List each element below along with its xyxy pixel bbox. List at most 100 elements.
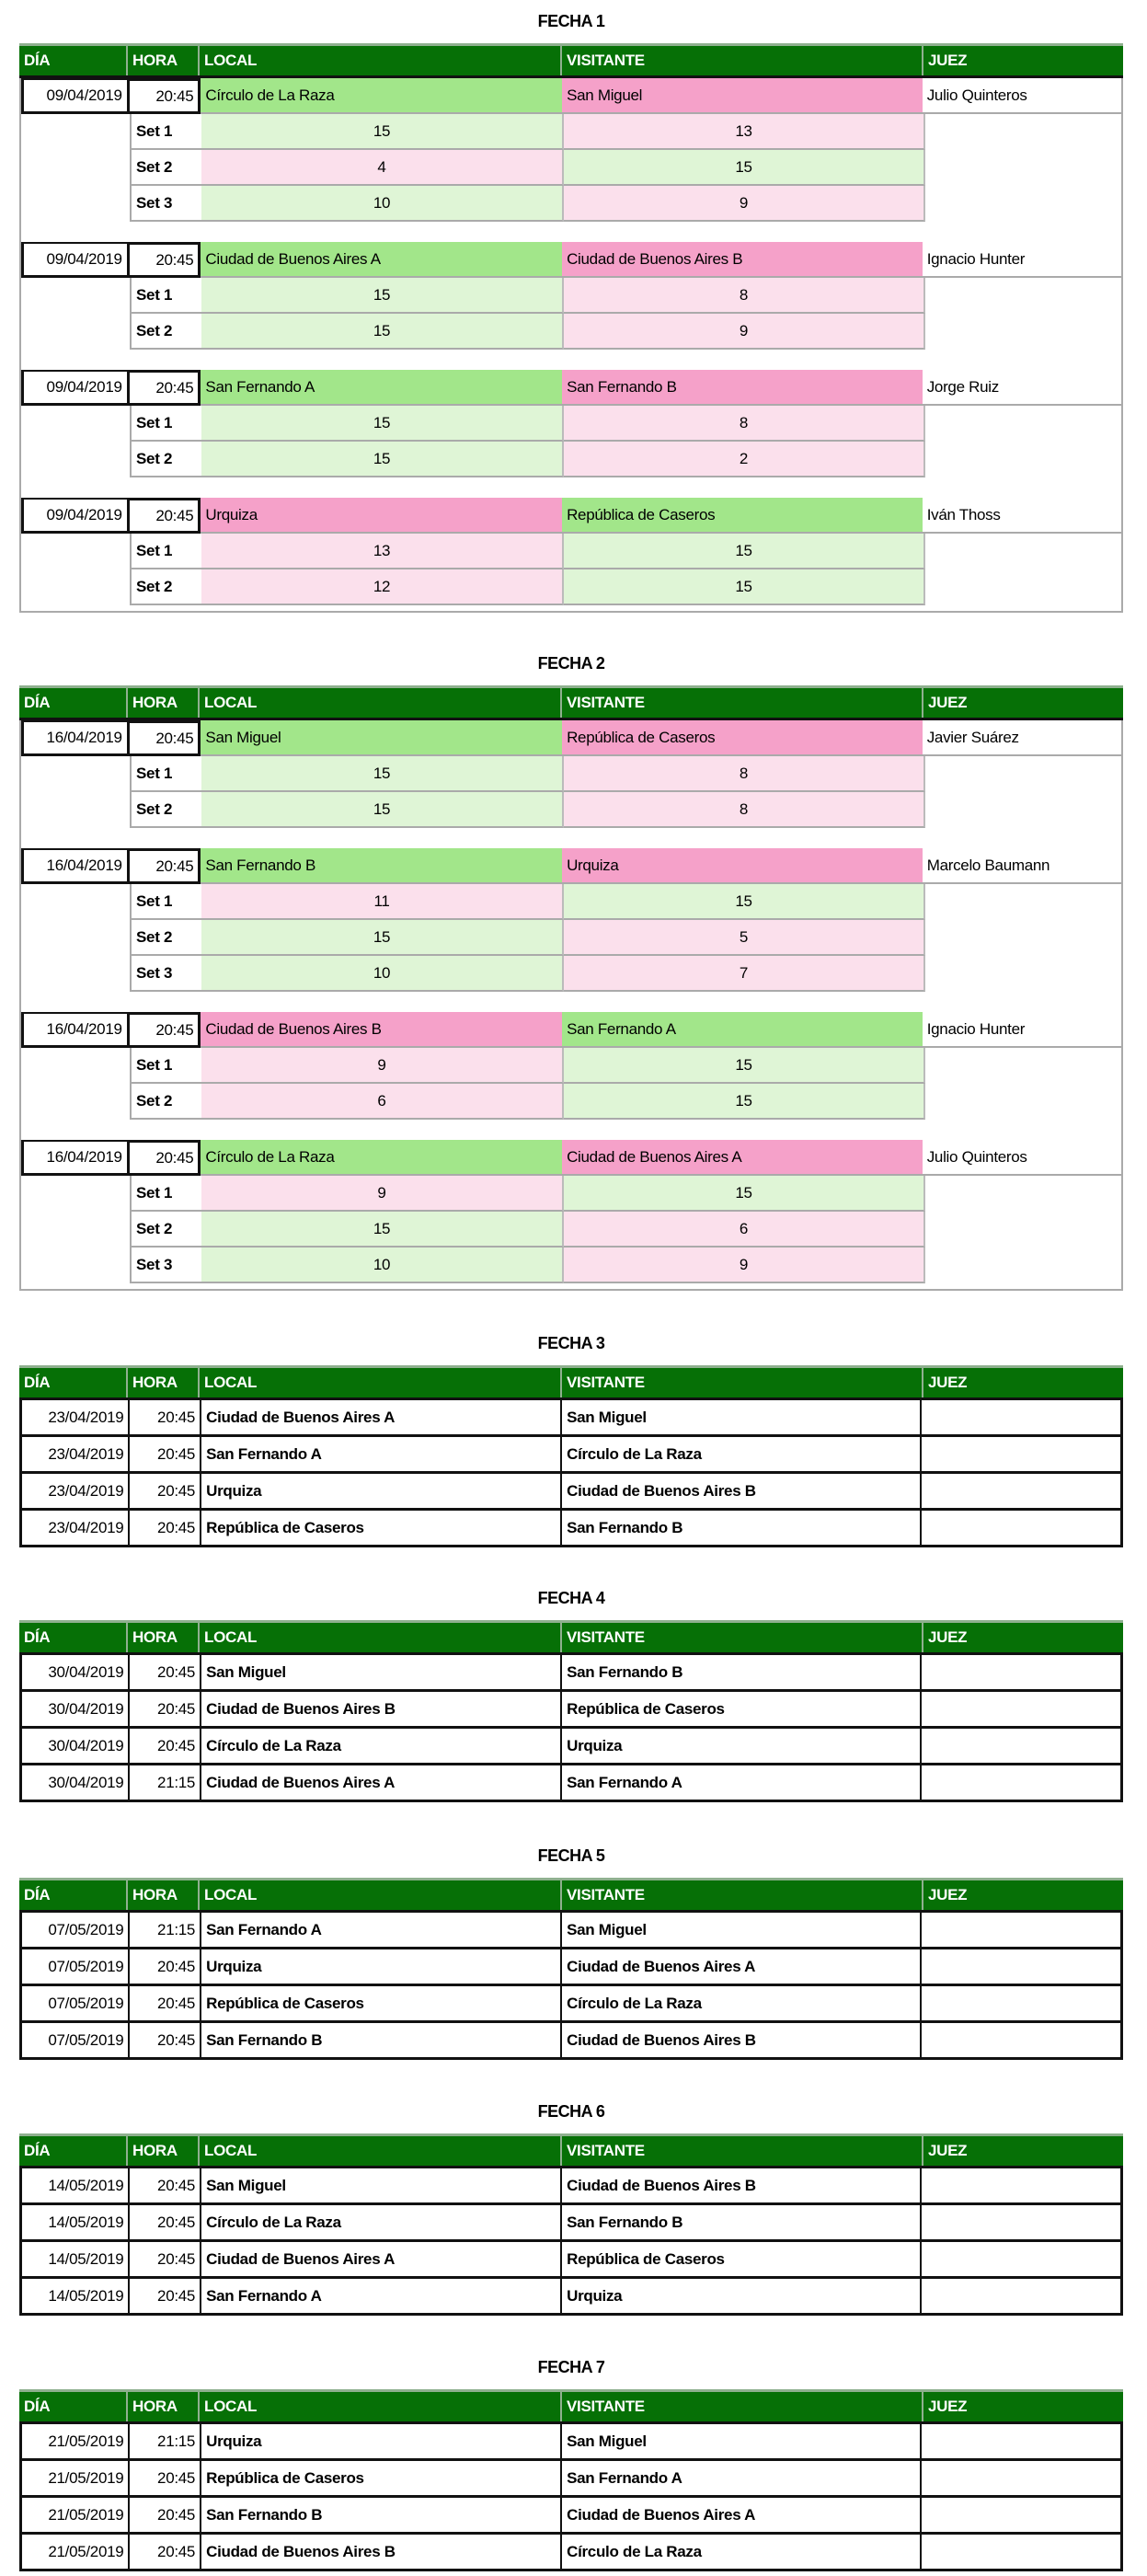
referee xyxy=(922,1692,1120,1726)
visiting-set-score: 15 xyxy=(564,569,925,605)
set-row: Set 2 6 15 xyxy=(21,1084,1121,1120)
visiting-team: San Miguel xyxy=(562,1913,923,1947)
spacer xyxy=(21,114,130,150)
referee xyxy=(922,2023,1120,2057)
referee xyxy=(922,1913,1120,1947)
set-row: Set 3 10 9 xyxy=(21,186,1121,222)
set-row: Set 2 15 2 xyxy=(21,442,1121,477)
local-team: Círculo de La Raza xyxy=(201,2205,563,2239)
local-team: Ciudad de Buenos Aires A xyxy=(201,1765,563,1800)
set-label: Set 1 xyxy=(130,1176,201,1212)
match-date: 16/04/2019 xyxy=(21,848,130,884)
local-team: San Fernando B xyxy=(201,2498,563,2532)
set-label: Set 1 xyxy=(130,756,201,792)
referee: Jorge Ruiz xyxy=(922,370,1121,406)
match-row: 14/05/2019 20:45 Círculo de La Raza San Fer… xyxy=(22,2205,1120,2242)
set-label: Set 1 xyxy=(130,114,201,150)
match-time: 20:45 xyxy=(130,1729,202,1763)
match-row: 23/04/2019 20:45 República de Caseros San F… xyxy=(22,1511,1120,1547)
match-time: 20:45 xyxy=(129,720,201,756)
local-team: Urquiza xyxy=(201,1949,563,1984)
match-time: 21:15 xyxy=(130,2424,202,2458)
referee xyxy=(922,2535,1120,2569)
visiting-set-score: 15 xyxy=(564,534,925,569)
visiting-team: San Fernando B xyxy=(562,2205,923,2239)
column-header: DÍA xyxy=(19,2392,128,2421)
match-date: 21/05/2019 xyxy=(22,2498,131,2532)
referee: Ignacio Hunter xyxy=(922,1012,1121,1048)
match-date: 23/04/2019 xyxy=(22,1437,131,1471)
local-team: Ciudad de Buenos Aires A xyxy=(201,242,563,278)
set-label: Set 2 xyxy=(130,792,201,828)
match-time: 20:45 xyxy=(130,1986,202,2020)
match-time: 20:45 xyxy=(129,1140,201,1176)
match-group: 09/04/2019 20:45 Círculo de La Raza San Mig… xyxy=(21,78,1121,222)
match-time: 20:45 xyxy=(130,1400,202,1434)
visiting-set-score: 15 xyxy=(564,884,925,920)
visiting-team: Círculo de La Raza xyxy=(562,1437,923,1471)
match-group: 09/04/2019 20:45 Urquiza República de Caser… xyxy=(21,498,1121,605)
match-row: 23/04/2019 20:45 San Fernando A Círculo de … xyxy=(22,1437,1120,1474)
local-team: San Fernando B xyxy=(201,848,563,884)
referee: Ignacio Hunter xyxy=(922,242,1121,278)
column-header: HORA xyxy=(128,1623,200,1652)
visiting-team: San Fernando B xyxy=(562,370,923,406)
set-label: Set 2 xyxy=(130,569,201,605)
match-row: 16/04/2019 20:45 San Fernando B Urquiza Marc… xyxy=(21,848,1121,884)
local-set-score: 11 xyxy=(201,884,564,920)
set-row: Set 2 15 8 xyxy=(21,792,1121,828)
match-date: 21/05/2019 xyxy=(22,2424,131,2458)
referee: Javier Suárez xyxy=(922,720,1121,756)
set-label: Set 2 xyxy=(130,314,201,350)
table-body: 21/05/2019 21:15 Urquiza San Miguel 21/05/20… xyxy=(19,2424,1123,2571)
visiting-team: Ciudad de Buenos Aires B xyxy=(562,1474,923,1508)
match-row: 21/05/2019 20:45 San Fernando B Ciudad de B… xyxy=(22,2498,1120,2535)
column-header: VISITANTE xyxy=(562,688,923,718)
match-time: 20:45 xyxy=(130,1511,202,1545)
set-row: Set 1 9 15 xyxy=(21,1176,1121,1212)
match-group: 09/04/2019 20:45 San Fernando A San Fernand… xyxy=(21,370,1121,477)
set-label: Set 2 xyxy=(130,442,201,477)
visiting-team: San Fernando B xyxy=(562,1655,923,1689)
match-time: 21:15 xyxy=(130,1765,202,1800)
fecha-title: FECHA 3 xyxy=(537,1334,605,1352)
local-set-score: 9 xyxy=(201,1176,564,1212)
local-team: Ciudad de Buenos Aires B xyxy=(201,2535,563,2569)
match-row: 16/04/2019 20:45 San Miguel República de Ca… xyxy=(21,720,1121,756)
referee xyxy=(922,1729,1120,1763)
referee: Julio Quinteros xyxy=(922,1140,1121,1176)
set-row: Set 1 15 8 xyxy=(21,278,1121,314)
column-header: DÍA xyxy=(19,46,128,75)
referee xyxy=(922,1949,1120,1984)
referee xyxy=(922,1655,1120,1689)
local-team: Urquiza xyxy=(201,1474,563,1508)
visiting-set-score: 15 xyxy=(564,150,925,186)
local-set-score: 13 xyxy=(201,534,564,569)
local-team: Ciudad de Buenos Aires B xyxy=(201,1692,563,1726)
referee xyxy=(922,2279,1120,2313)
spacer xyxy=(21,314,130,350)
match-date: 30/04/2019 xyxy=(22,1692,131,1726)
set-row: Set 1 11 15 xyxy=(21,884,1121,920)
match-time: 20:45 xyxy=(130,1474,202,1508)
visiting-set-score: 13 xyxy=(564,114,925,150)
visiting-set-score: 8 xyxy=(564,406,925,442)
column-header: JUEZ xyxy=(928,1374,968,1391)
spacer xyxy=(21,1048,130,1084)
spacer xyxy=(21,1176,130,1212)
visiting-set-score: 6 xyxy=(564,1212,925,1248)
fecha-section: FECHA 4 DÍA HORA LOCAL VISITANTE JUEZ 30/04/20… xyxy=(19,1589,1123,1802)
referee xyxy=(922,2498,1120,2532)
column-header: HORA xyxy=(128,688,200,718)
visiting-team: República de Caseros xyxy=(562,2242,923,2276)
spacer xyxy=(21,406,130,442)
column-header: DÍA xyxy=(19,688,128,718)
match-date: 21/05/2019 xyxy=(22,2461,131,2495)
match-time: 20:45 xyxy=(130,2023,202,2057)
match-time: 20:45 xyxy=(130,2535,202,2569)
match-group: 16/04/2019 20:45 San Fernando B Urquiza Marc… xyxy=(21,848,1121,992)
column-header: DÍA xyxy=(19,1368,128,1397)
